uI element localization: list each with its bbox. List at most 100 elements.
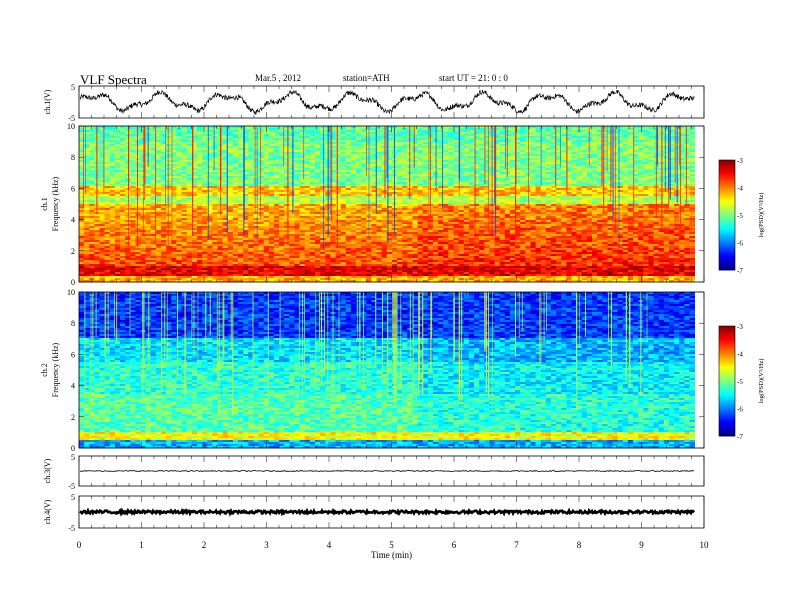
spectrogram-cell xyxy=(545,138,552,141)
spectrogram-cell xyxy=(135,140,141,143)
spectrogram-cell xyxy=(448,158,454,161)
spectrogram-cell xyxy=(463,134,470,137)
spectrogram-cell xyxy=(104,138,111,141)
spectrogram-cell xyxy=(663,150,670,153)
spectrogram-cell xyxy=(376,158,383,161)
spectrogram-cell xyxy=(330,160,336,163)
spectrogram-cell xyxy=(571,148,578,151)
spectrogram-cell xyxy=(453,146,460,149)
spectrogram-cell xyxy=(535,148,542,151)
spectrogram-cell xyxy=(397,128,403,131)
spectrogram-cell xyxy=(545,144,552,147)
spectrogram-cell xyxy=(509,142,516,145)
spectrogram-cell xyxy=(320,130,326,133)
spectrogram-cell xyxy=(581,128,588,131)
spectrogram-cell xyxy=(320,128,326,131)
spectrogram-cell xyxy=(597,126,603,129)
spectrogram-cell xyxy=(402,134,408,137)
spectrogram-cell xyxy=(617,134,624,137)
spectrogram-cell xyxy=(171,136,177,139)
spectrogram-cell xyxy=(417,136,424,139)
spectrogram-cell xyxy=(648,142,654,145)
spectrogram-cell xyxy=(320,160,326,163)
spectrogram-cell xyxy=(191,136,198,139)
spectrogram-cell xyxy=(633,128,639,131)
spectrogram-cell xyxy=(438,136,444,139)
spectrogram-cell xyxy=(79,136,85,139)
spectrogram-cell xyxy=(617,126,624,129)
spectrogram-cell xyxy=(550,142,557,145)
spectrogram-cell xyxy=(253,132,259,135)
spectrogram-cell xyxy=(314,158,321,161)
spectrogram-cell xyxy=(207,132,213,135)
spectrogram-cell xyxy=(545,130,552,133)
spectrogram-cell xyxy=(638,132,644,135)
spectrogram-cell xyxy=(515,142,521,145)
spectrogram-cell xyxy=(361,128,367,131)
spectrogram-cell xyxy=(443,144,449,147)
spectrogram-cell xyxy=(438,140,444,143)
spectrogram-cell xyxy=(576,146,583,149)
spectrogram-cell xyxy=(135,158,141,161)
spectrogram-cell xyxy=(114,150,121,153)
spectrogram-cell xyxy=(458,146,465,149)
spectrogram-cell xyxy=(627,144,634,147)
spectrogram-cell xyxy=(468,132,475,135)
spectrogram-cell xyxy=(202,144,208,147)
spectrogram-cell xyxy=(627,154,634,157)
spectrogram-cell xyxy=(417,148,424,151)
spectrogram-cell xyxy=(202,136,208,139)
spectrogram-cell xyxy=(304,152,311,155)
spectrogram-cell xyxy=(448,126,454,129)
spectrogram-cell xyxy=(515,152,521,155)
spectrogram-cell xyxy=(633,150,639,153)
spectrogram-cell xyxy=(202,146,208,149)
spectrogram-cell xyxy=(84,150,90,153)
spectrogram-cell xyxy=(597,148,603,151)
spectrogram-cell xyxy=(438,134,444,137)
spectrogram-cell xyxy=(166,138,172,141)
spectrogram-cell xyxy=(304,150,311,153)
spectrogram-cell xyxy=(120,136,126,139)
spectrogram-cell xyxy=(309,130,316,133)
spectrogram-cell xyxy=(515,156,521,159)
spectrogram-cell xyxy=(643,158,649,161)
spectrogram-cell xyxy=(212,140,218,143)
spectrogram-cell xyxy=(181,146,188,149)
spectrogram-cell xyxy=(350,152,357,155)
spectrogram-cell xyxy=(422,152,429,155)
spectrogram-cell xyxy=(222,146,229,149)
spectrogram-cell xyxy=(530,138,536,141)
spectrogram-cell xyxy=(309,158,316,161)
spectrogram-cell xyxy=(99,134,106,137)
spectrogram-cell xyxy=(443,146,449,149)
spectrogram-cell xyxy=(258,152,265,155)
spectrogram-cell xyxy=(622,136,629,139)
spectrogram-cell xyxy=(186,146,193,149)
spectrogram-cell xyxy=(273,146,280,149)
spectrogram-cell xyxy=(494,154,501,157)
spectrogram-cell xyxy=(412,132,418,135)
spectrogram-cell xyxy=(668,154,675,157)
spectrogram-cell xyxy=(243,144,249,147)
spectrogram-cell xyxy=(479,134,485,137)
spectrogram-cell xyxy=(402,128,408,131)
spectrogram-cell xyxy=(171,146,177,149)
spectrogram-cell xyxy=(196,152,203,155)
spectrogram-cell xyxy=(638,126,644,129)
spectrogram-cell xyxy=(340,148,347,151)
spectrogram-cell xyxy=(494,144,501,147)
spectrogram-cell xyxy=(196,156,203,159)
spectrogram-cell xyxy=(494,136,501,139)
spectrogram-cell xyxy=(453,156,460,159)
spectrogram-cell xyxy=(361,156,367,159)
spectrogram-cell xyxy=(397,140,403,143)
spectrogram-cell xyxy=(520,158,526,161)
spectrogram-cell xyxy=(689,152,696,155)
spectrogram-cell xyxy=(463,138,470,141)
spectrogram-cell xyxy=(448,138,454,141)
spectrogram-cell xyxy=(155,132,162,135)
spectrogram-cell xyxy=(509,156,516,159)
spectrogram-cell xyxy=(545,154,552,157)
spectrogram-cell xyxy=(479,138,485,141)
